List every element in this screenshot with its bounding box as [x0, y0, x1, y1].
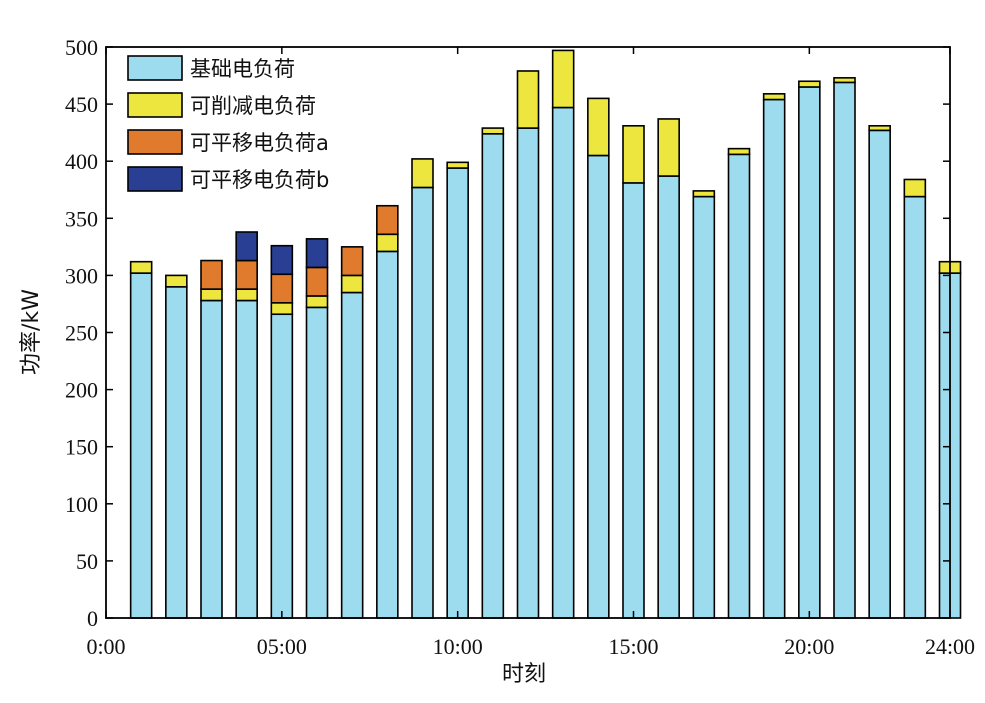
bar-segment-2-hour-16 [657, 118, 680, 177]
legend-swatch-3 [127, 129, 183, 155]
y-tick-label: 150 [65, 435, 98, 460]
bars-layer [129, 49, 962, 619]
bar-segment-3-hour-3 [200, 259, 223, 290]
bar-segment-1-hour-17 [692, 195, 716, 619]
bar-segment-1-hour-23 [903, 195, 927, 619]
bar-segment-4-hour-6 [305, 238, 329, 269]
x-tick-label: 20:00 [784, 634, 834, 659]
bar-segment-1-hour-1 [129, 272, 153, 619]
bar-segment-2-hour-7 [340, 274, 364, 294]
bar-segment-1-hour-18 [727, 153, 751, 619]
y-axis-title: 功率/kW [19, 289, 44, 375]
bar-segment-1-hour-6 [305, 306, 329, 619]
x-tick-label: 10:00 [433, 634, 483, 659]
bar-segment-2-hour-2 [165, 274, 188, 288]
bar-segment-3-hour-6 [305, 266, 329, 297]
bar-segment-2-hour-11 [481, 127, 505, 135]
bar-segment-2-hour-6 [305, 295, 329, 309]
bar-segment-2-hour-5 [270, 302, 294, 316]
bar-segment-2-hour-14 [587, 97, 610, 157]
y-tick-label: 200 [65, 378, 98, 403]
bar-segment-1-hour-10 [446, 167, 469, 619]
legend-label-1: 基础电负荷 [190, 57, 295, 81]
y-tick-label: 300 [65, 263, 98, 288]
bar-segment-1-hour-7 [340, 291, 364, 619]
bar-segment-1-hour-21 [833, 81, 856, 619]
y-tick-label: 0 [87, 606, 98, 631]
bar-segment-1-hour-20 [798, 86, 821, 619]
bar-segment-3-hour-4 [235, 259, 258, 290]
bar-segment-2-hour-22 [868, 124, 891, 132]
bar-segment-2-hour-3 [200, 288, 223, 302]
bar-segment-1-hour-13 [551, 106, 575, 619]
x-axis-title: 时刻 [502, 662, 546, 687]
y-tick-label: 250 [65, 321, 98, 346]
bar-segment-2-hour-18 [727, 147, 751, 156]
bar-segment-2-hour-8 [376, 233, 399, 253]
y-tick-label: 100 [65, 492, 98, 517]
bar-segment-1-hour-3 [200, 299, 223, 619]
bar-segment-2-hour-17 [692, 190, 716, 198]
bar-segment-2-hour-20 [798, 80, 821, 88]
bar-segment-1-hour-19 [762, 98, 786, 619]
legend-label-4: 可平移电负荷b [190, 168, 329, 192]
bar-segment-1-hour-22 [868, 129, 891, 619]
y-tick-label: 450 [65, 92, 98, 117]
bar-segment-1-hour-5 [270, 313, 294, 619]
bar-segment-3-hour-8 [376, 204, 399, 236]
bar-segment-1-hour-12 [516, 127, 540, 619]
bar-segment-3-hour-5 [270, 273, 294, 304]
x-tick-label: 15:00 [608, 634, 658, 659]
bar-segment-2-hour-23 [903, 178, 927, 198]
bar-segment-1-hour-8 [376, 250, 399, 619]
bar-segment-2-hour-21 [833, 77, 856, 84]
x-tick-label: 24:00 [925, 634, 975, 659]
legend-swatch-4 [127, 166, 183, 192]
legend-label-2: 可削减电负荷 [190, 94, 316, 118]
y-tick-label: 500 [65, 35, 98, 60]
bar-segment-2-hour-12 [516, 70, 540, 129]
y-tick-label: 400 [65, 149, 98, 174]
bar-segment-1-hour-9 [411, 186, 434, 619]
bar-segment-2-hour-10 [446, 161, 469, 169]
legend-label-3: 可平移电负荷a [190, 131, 329, 155]
ticks-layer: 0 50 100 150 200 250 300 350 400 450 500 0:00 05:00 1… [65, 35, 975, 659]
bar-segment-2-hour-9 [411, 158, 434, 189]
bar-segment-2-hour-15 [622, 124, 645, 184]
x-tick-label: 0:00 [86, 634, 125, 659]
bar-segment-2-hour-1 [129, 260, 153, 274]
y-tick-label: 350 [65, 206, 98, 231]
bar-segment-2-hour-13 [551, 49, 575, 109]
bar-segment-4-hour-4 [235, 231, 258, 262]
bar-segment-3-hour-7 [340, 246, 364, 277]
y-tick-label: 50 [76, 549, 98, 574]
bar-segment-1-hour-14 [587, 154, 610, 619]
bar-segment-1-hour-16 [657, 175, 680, 619]
legend-swatch-2 [127, 92, 183, 118]
bar-segment-2-hour-19 [762, 93, 786, 101]
bar-segment-4-hour-5 [270, 244, 294, 276]
bar-segment-1-hour-15 [622, 182, 645, 619]
bar-segment-2-hour-4 [235, 288, 258, 302]
bar-segment-1-hour-4 [235, 299, 258, 619]
x-tick-label: 05:00 [257, 634, 307, 659]
bar-segment-1-hour-11 [481, 132, 505, 619]
bar-segment-1-hour-2 [165, 286, 188, 619]
legend-swatch-1 [127, 55, 183, 81]
